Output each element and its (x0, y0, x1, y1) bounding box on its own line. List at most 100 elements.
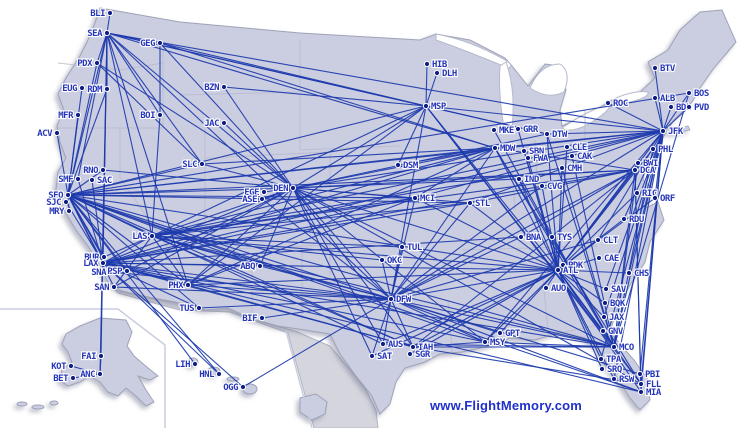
route-MSY-ATL (484, 269, 559, 343)
airport-dot-CVG (538, 182, 546, 190)
airport-dot-EUG (78, 84, 86, 92)
airport-dot-SAV (602, 285, 610, 293)
route-DFW-SAT (371, 298, 392, 357)
airport-dot-MKE (490, 126, 498, 134)
airport-label-GRR: GRR (523, 125, 539, 135)
airport-label-SNA: SNA (91, 268, 107, 278)
airport-label-FAI: FAI (81, 352, 96, 362)
airport-dot-MSY (481, 338, 489, 346)
airport-dot-TUS (195, 304, 203, 312)
route-SFO-BUR (67, 194, 105, 258)
airport-dot-PHX (184, 281, 192, 289)
airport-dot-EGE (260, 188, 268, 196)
airport-label-RNO: RNO (83, 166, 99, 176)
airport-dot-BOI (156, 111, 164, 119)
airport-label-GNV: GNV (608, 327, 624, 337)
route-SFO-ATL (67, 194, 559, 271)
route-SFO-DCA (67, 169, 636, 196)
airport-label-BIF: BIF (242, 314, 257, 324)
airport-dot-PSP (123, 267, 131, 275)
route-CHS-ATL (557, 269, 630, 274)
airport-dot-SAT (368, 352, 376, 360)
route-PDX-SLC (96, 62, 203, 165)
airport-dot-IND (515, 175, 523, 183)
route-DEN-MSY (292, 187, 486, 343)
airport-label-AUS: AUS (388, 340, 403, 350)
airport-label-ASE: ASE (242, 195, 257, 205)
route-DFW-OKC (381, 259, 392, 300)
airport-label-ROC: ROC (613, 99, 628, 109)
airport-label-BNA: BNA (526, 233, 542, 243)
airport-label-IAH: IAH (418, 343, 433, 353)
airport-label-BUR: BUR (84, 253, 100, 263)
route-LAX-MCO (102, 262, 615, 348)
route-SEA-PHX (106, 32, 189, 286)
airport-dot-PDK (559, 261, 567, 269)
airport-dot-SAC (88, 176, 96, 184)
airport-label-SFO: SFO (48, 191, 64, 201)
airport-label-ACV: ACV (37, 129, 53, 139)
airport-dot-SMF (74, 175, 82, 183)
route-LAX-OGG (102, 262, 244, 388)
route-CMH-ATL (557, 167, 563, 271)
airport-dot-BWI (634, 159, 642, 167)
airport-dot-PBI (636, 370, 644, 378)
airport-dot-JAC (220, 119, 228, 127)
route-RDM-SFO (67, 88, 108, 196)
route-PHX-DFW (187, 284, 392, 300)
lake-ontario (611, 91, 649, 105)
airport-dot-HNL (215, 370, 223, 378)
airport-dot-TYS (548, 233, 556, 241)
airport-dot-TUL (398, 243, 406, 251)
airport-label-TUL: TUL (407, 243, 423, 253)
airport-label-MSP: MSP (431, 102, 447, 112)
route-SRQ-ATL (557, 269, 603, 370)
airport-label-PDK: PDK (568, 261, 584, 271)
airport-label-BWI: BWI (643, 159, 658, 169)
airport-label-BOI: BOI (140, 111, 155, 121)
route-JAC-DEN (223, 122, 294, 189)
route-LAS-SAN (113, 235, 153, 288)
route-LAX-TUS (102, 262, 200, 309)
airport-dot-CMH (558, 164, 566, 172)
airport-dot-BIF (258, 314, 266, 322)
route-OGG-DFW (242, 298, 392, 388)
route-DFW-AUS (382, 298, 392, 345)
route-ABQ-DFW (259, 265, 392, 300)
airport-dot-SFO (64, 191, 72, 199)
route-DFW-BNA (390, 236, 522, 300)
airport-dot-CLE (563, 143, 571, 151)
airport-label-BET: BET (53, 374, 69, 384)
airport-dot-BZN (220, 83, 228, 91)
route-MDW-DCA (494, 147, 636, 171)
route-SEA-LAS (106, 32, 153, 237)
route-LAX-HNL (102, 262, 220, 375)
route-PHX-MCI (187, 197, 416, 286)
route-BET-ANC (72, 373, 101, 379)
route-LAX-MSY (102, 262, 486, 343)
airport-dot-DCA (631, 166, 639, 174)
route-MSP-DTW (425, 105, 548, 135)
airport-dot-FLL (637, 380, 645, 388)
route-SEA-BOI (106, 32, 161, 116)
route-DEN-MCO (292, 187, 615, 348)
route-DFW-DCA (390, 169, 636, 300)
route-DEN-STL (292, 187, 471, 204)
airport-label-DCA: DCA (640, 166, 656, 176)
route-DEN-DFW (292, 187, 392, 300)
route-CAE-ATL (557, 257, 600, 271)
route-LAS-ATL (151, 235, 559, 271)
route-SFO-AUS (67, 194, 384, 345)
airport-dot-IAH (409, 343, 417, 351)
airport-label-JAX: JAX (609, 313, 625, 323)
airport-dot-BDL (667, 103, 675, 111)
airport-label-ABQ: ABQ (240, 262, 256, 272)
airport-label-PHL: PHL (658, 145, 674, 155)
inset-frames (0, 308, 313, 428)
airport-dot-ABQ (256, 262, 264, 270)
airport-dot-HIB (423, 60, 431, 68)
route-SFO-LIH (67, 194, 196, 365)
airport-dot-ROC (604, 99, 612, 107)
route-LAX-LAS (102, 235, 153, 264)
